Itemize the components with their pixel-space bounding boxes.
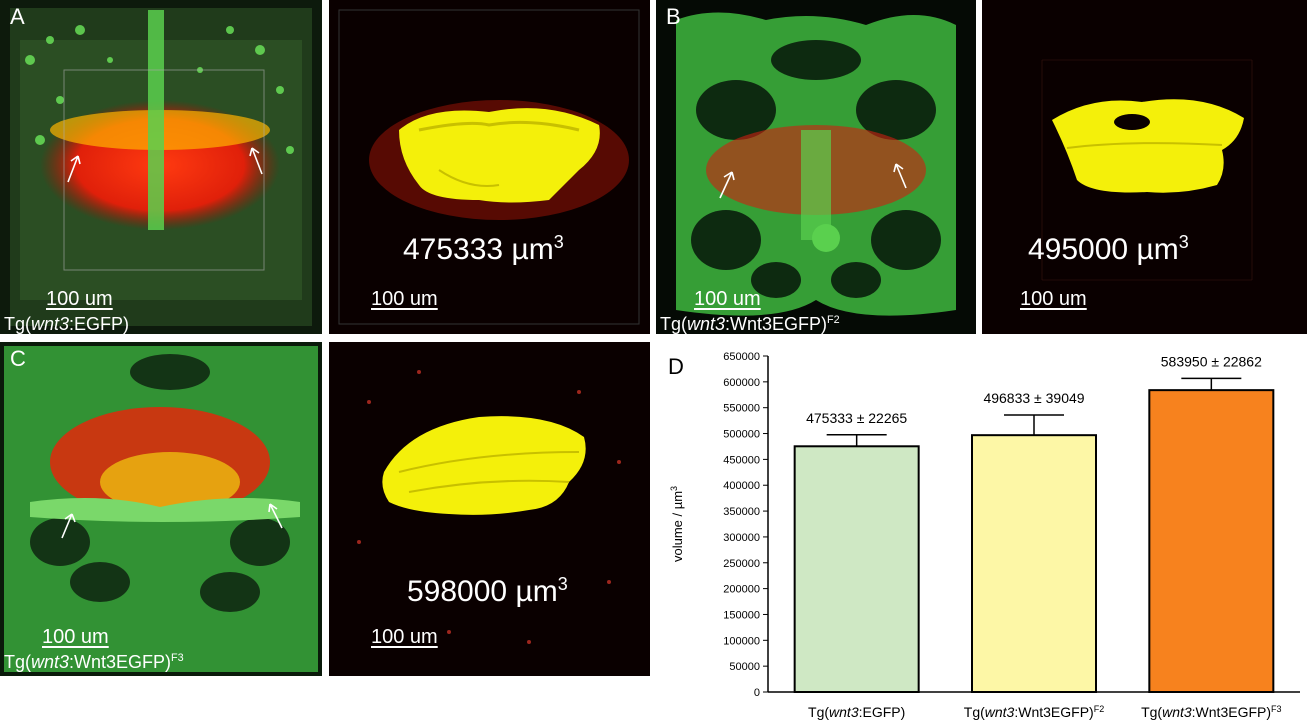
bar xyxy=(1148,389,1275,694)
panel-c-surface-image xyxy=(329,342,650,676)
volume-sup: 3 xyxy=(553,232,564,252)
y-tick-label: 50000 xyxy=(729,661,760,673)
volume-label: 475333 µm3 xyxy=(403,232,564,267)
panel-c-image xyxy=(0,342,322,676)
panel-caption: Tg(wnt3:Wnt3EGFP)F3 xyxy=(4,652,184,673)
panel-d-chart: D 0 50000 100000 150000 200000 250000 300000 350… xyxy=(660,342,1307,726)
volume-sup: 3 xyxy=(557,574,568,594)
x-tick-label-sup: F2 xyxy=(1094,704,1105,714)
x-tick-label-part: :Wnt3EGFP) xyxy=(1014,704,1093,720)
scale-bar-label: 100 um xyxy=(1020,288,1087,310)
y-tick-label: 550000 xyxy=(723,403,760,415)
x-tick-label-sup: F3 xyxy=(1271,704,1282,714)
volume-value: 475333 µm xyxy=(403,233,554,266)
x-tick-label: Tg(wnt3:EGFP) xyxy=(808,704,905,720)
panel-c-microscopy: C 100 um Tg(wnt3:Wnt3EGFP)F3 xyxy=(0,342,322,676)
x-tick-label-part: wnt3 xyxy=(985,704,1015,720)
x-tick-label-part: wnt3 xyxy=(829,704,859,720)
y-axis-label: volume / µm3 xyxy=(669,486,685,562)
caption-prefix: Tg( xyxy=(4,314,31,334)
x-tick-label-part: Tg( xyxy=(1141,704,1162,720)
x-tick-label: Tg(wnt3:Wnt3EGFP)F2 xyxy=(964,704,1104,720)
bar-value-label: 583950 ± 22862 xyxy=(1161,353,1262,369)
y-tick-label: 200000 xyxy=(723,584,760,596)
y-tick-label: 400000 xyxy=(723,480,760,492)
panel-b-surface-image xyxy=(982,0,1307,334)
scale-bar-label: 100 um xyxy=(42,626,109,648)
panel-a-surface-image xyxy=(329,0,650,334)
caption-gene: wnt3 xyxy=(31,652,70,672)
volume-value: 495000 µm xyxy=(1028,233,1179,266)
scale-bar-label: 100 um xyxy=(694,288,761,310)
y-tick-label: 350000 xyxy=(723,506,760,518)
panel-a-image xyxy=(0,0,322,334)
y-tick-label: 250000 xyxy=(723,558,760,570)
panel-letter-a: A xyxy=(10,4,25,29)
volume-value: 598000 µm xyxy=(407,575,558,608)
y-tick-label: 650000 xyxy=(723,351,760,363)
x-tick-label-part: Tg( xyxy=(964,704,985,720)
y-tick-label: 300000 xyxy=(723,532,760,544)
volume-label: 598000 µm3 xyxy=(407,574,568,609)
panel-b-microscopy: B 100 um Tg(wnt3:Wnt3EGFP)F2 xyxy=(656,0,976,334)
x-tick-label-part: :EGFP) xyxy=(859,704,906,720)
y-tick-label: 500000 xyxy=(723,429,760,441)
panel-b-image xyxy=(656,0,976,334)
panel-letter-d: D xyxy=(668,354,684,379)
bar xyxy=(971,434,1097,693)
caption-suffix: :EGFP) xyxy=(69,314,130,334)
panel-a-microscopy: A 100 um Tg(wnt3:EGFP) xyxy=(0,0,322,334)
bar xyxy=(793,445,920,694)
bar-chart: D050000100000150000200000250000300000350… xyxy=(668,351,1300,720)
panel-caption: Tg(wnt3:EGFP) xyxy=(4,314,129,334)
panel-letter-c: C xyxy=(10,346,26,371)
caption-sup: F2 xyxy=(827,314,840,326)
y-tick-label: 100000 xyxy=(723,635,760,647)
panel-b-surface: 495000 µm3 100 um xyxy=(982,0,1307,334)
caption-prefix: Tg( xyxy=(4,652,31,672)
x-tick-label: Tg(wnt3:Wnt3EGFP)F3 xyxy=(1141,704,1281,720)
scale-bar-label: 100 um xyxy=(46,288,113,310)
x-tick-label-part: :Wnt3EGFP) xyxy=(1192,704,1271,720)
bar-value-label: 475333 ± 22265 xyxy=(806,410,907,426)
x-tick-label-part: Tg( xyxy=(808,704,829,720)
caption-prefix: Tg( xyxy=(660,314,687,334)
y-tick-label: 0 xyxy=(754,687,760,699)
scale-bar-label: 100 um xyxy=(371,626,438,648)
x-tick-label-part: wnt3 xyxy=(1162,704,1192,720)
caption-gene: wnt3 xyxy=(31,314,70,334)
bar-value-label: 496833 ± 39049 xyxy=(983,390,1084,406)
caption-gene: wnt3 xyxy=(687,314,726,334)
y-tick-label: 150000 xyxy=(723,609,760,621)
volume-label: 495000 µm3 xyxy=(1028,232,1189,267)
panel-caption: Tg(wnt3:Wnt3EGFP)F2 xyxy=(660,314,840,334)
y-tick-label: 450000 xyxy=(723,454,760,466)
panel-letter-b: B xyxy=(666,4,681,29)
y-tick-label: 600000 xyxy=(723,377,760,389)
panel-a-surface: 475333 µm3 100 um xyxy=(329,0,650,334)
y-axis-label-sup: 3 xyxy=(669,486,679,491)
caption-suffix: :Wnt3EGFP) xyxy=(69,652,172,672)
caption-sup: F3 xyxy=(171,652,184,664)
scale-bar-label: 100 um xyxy=(371,288,438,310)
volume-sup: 3 xyxy=(1178,232,1189,252)
caption-suffix: :Wnt3EGFP) xyxy=(725,314,828,334)
panel-c-surface: 598000 µm3 100 um xyxy=(329,342,650,676)
